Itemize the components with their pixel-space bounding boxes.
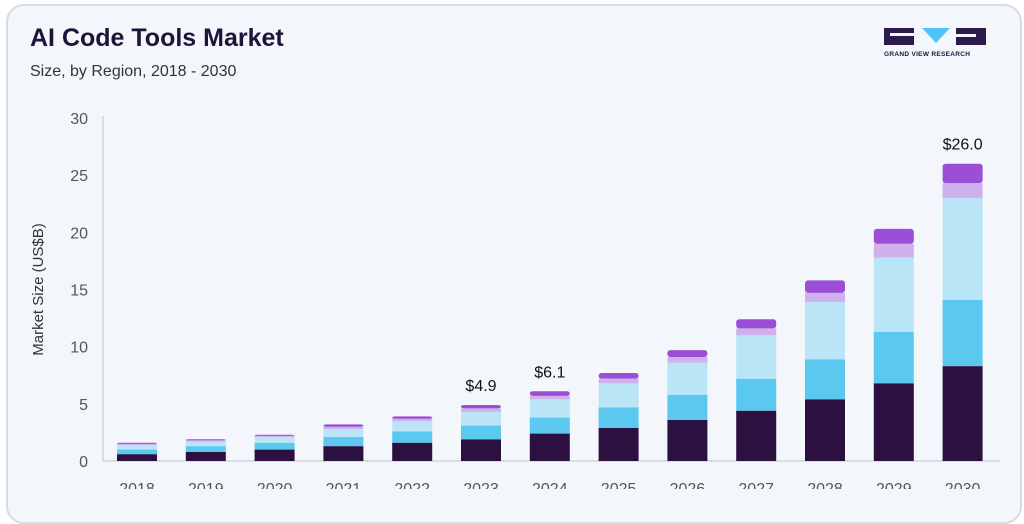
data-label: $4.9: [465, 378, 496, 395]
bar-segment: [942, 366, 983, 461]
bar-segment: [117, 444, 157, 450]
bar-segment: [667, 394, 708, 420]
bar-segment: [873, 331, 914, 384]
bar-segment: [117, 443, 157, 445]
x-tick-label: 2028: [807, 481, 843, 489]
bar-segment: [323, 446, 364, 461]
bar-segment: [805, 399, 845, 461]
bar-segment: [736, 410, 777, 461]
bar-segment: [942, 299, 983, 367]
bar-segment: [942, 163, 983, 184]
bar-segment: [254, 435, 295, 437]
chart-title: AI Code Tools Market: [30, 24, 284, 52]
x-tick-label: 2020: [257, 481, 293, 489]
bar-segment: [805, 292, 845, 303]
bar-segment: [254, 436, 295, 443]
bar-segment: [117, 454, 157, 461]
bar-segment: [185, 446, 226, 452]
bar-segment: [323, 426, 364, 429]
bar-segment: [667, 356, 708, 363]
bar-segment: [529, 395, 570, 400]
bar-segment: [461, 404, 501, 409]
bar-segment: [529, 433, 570, 461]
bar-segment: [254, 442, 295, 450]
chart-subtitle: Size, by Region, 2018 - 2030: [30, 63, 237, 80]
bar-segment: [942, 183, 983, 199]
bar-segment: [461, 411, 501, 426]
bar-segment: [392, 431, 433, 443]
bar-segment: [667, 362, 708, 395]
y-axis-label: Market Size (US$B): [30, 223, 47, 356]
bar-segment: [323, 436, 364, 447]
bar-segment: [529, 391, 570, 396]
y-tick-label: 20: [70, 225, 88, 242]
y-tick-label: 10: [70, 340, 88, 357]
x-tick-label: 2019: [188, 481, 224, 489]
bar-segment: [323, 428, 364, 437]
bar-segment: [254, 449, 295, 461]
bar-segment: [461, 439, 501, 461]
bar-segment: [805, 359, 845, 400]
bar-segment: [323, 424, 364, 427]
bar-segment: [254, 434, 295, 436]
bar-segment: [392, 418, 433, 421]
bar-segment: [598, 407, 639, 428]
x-tick-label: 2018: [119, 481, 155, 489]
bar-segment: [185, 440, 226, 442]
bar-segment: [392, 420, 433, 432]
bar-segment: [461, 408, 501, 412]
chart-card: [6, 4, 1022, 524]
bar-segment: [185, 439, 226, 441]
bar-segment: [667, 419, 708, 461]
bar-segment: [117, 442, 157, 444]
y-tick-label: 0: [79, 454, 88, 471]
bar-segment: [529, 417, 570, 434]
bar-segment: [598, 378, 639, 384]
bar-segment: [667, 350, 708, 357]
x-tick-label: 2030: [945, 481, 981, 489]
x-tick-label: 2027: [738, 481, 774, 489]
bar-segment: [185, 441, 226, 447]
y-tick-label: 25: [70, 168, 88, 185]
bar-segment: [805, 302, 845, 360]
bar-segment: [598, 372, 639, 379]
bar-segment: [185, 451, 226, 461]
y-tick-label: 15: [70, 283, 88, 300]
bar-segment: [805, 280, 845, 293]
x-tick-label: 2024: [532, 481, 568, 489]
bar-segment: [461, 425, 501, 440]
bar-segment: [392, 416, 433, 419]
logo-text: GRAND VIEW RESEARCH: [884, 51, 971, 58]
bar-segment: [598, 383, 639, 408]
bar-segment: [117, 449, 157, 455]
x-tick-label: 2029: [876, 481, 912, 489]
x-tick-label: 2021: [326, 481, 362, 489]
bar-segment: [942, 198, 983, 300]
bar-segment: [736, 328, 777, 336]
bar-segment: [736, 319, 777, 329]
bar-segment: [873, 228, 914, 244]
bar-segment: [873, 257, 914, 332]
y-tick-label: 5: [79, 397, 88, 414]
bar-segment: [598, 427, 639, 461]
x-tick-label: 2026: [670, 481, 706, 489]
bar-segment: [736, 335, 777, 379]
bar-segment: [873, 383, 914, 461]
y-tick-label: 30: [70, 111, 88, 128]
grand-view-research-logo-icon: [884, 28, 986, 45]
x-tick-label: 2023: [463, 481, 499, 489]
data-label: $26.0: [943, 137, 983, 154]
data-label: $6.1: [534, 364, 565, 381]
bar-segment: [873, 243, 914, 258]
bar-segment: [392, 442, 433, 461]
bar-segment: [529, 399, 570, 418]
bar-segment: [736, 378, 777, 411]
x-tick-label: 2022: [394, 481, 430, 489]
